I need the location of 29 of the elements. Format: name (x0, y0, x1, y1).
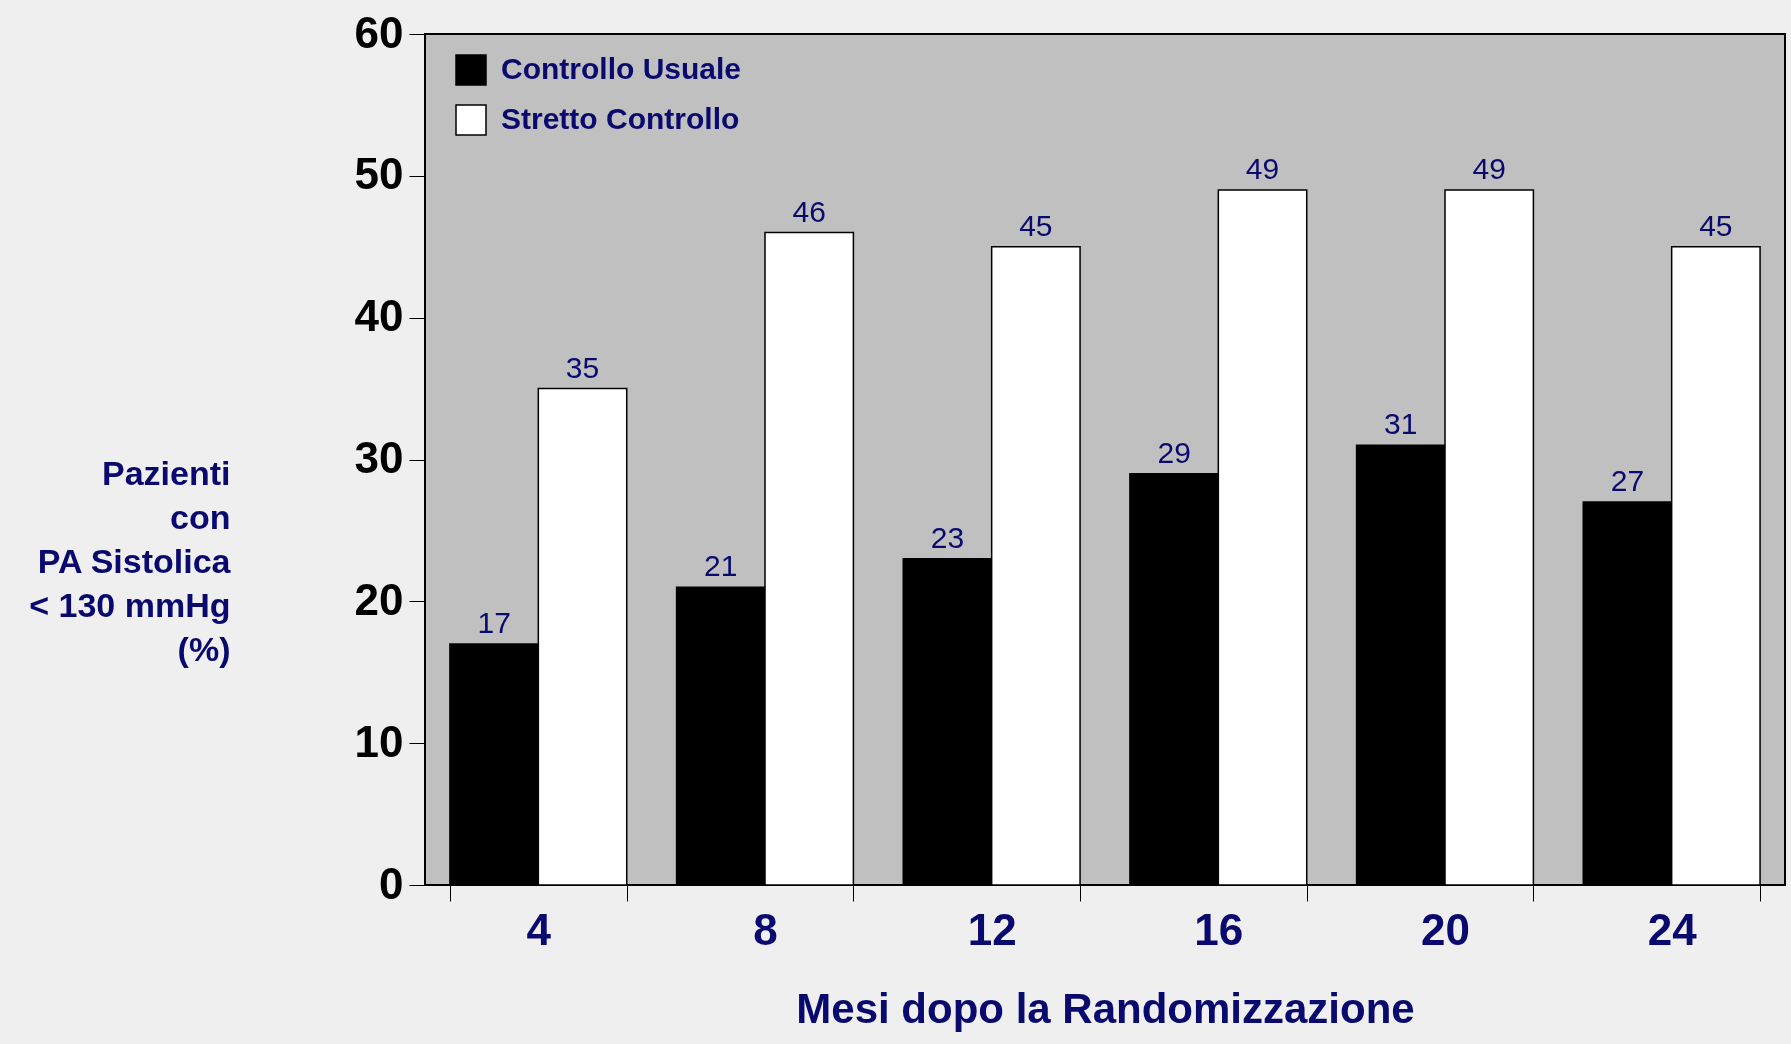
data-label: 31 (1384, 407, 1418, 441)
data-label: 49 (1472, 152, 1506, 186)
data-label: 45 (1699, 208, 1733, 242)
legend-label: Controllo Usuale (501, 52, 742, 85)
x-tick-label: 24 (1647, 904, 1698, 954)
legend-label: Stretto Controllo (501, 102, 740, 135)
data-label: 23 (930, 520, 965, 554)
y-axis-title: Pazienti con PA Sistolica < 130 mmHg (%) (29, 453, 232, 668)
y-tick-label: 30 (354, 433, 404, 482)
x-tick-label: 20 (1421, 904, 1470, 954)
data-label: 29 (1157, 435, 1191, 469)
x-axis-title: Mesi dopo la Randomizzazione (796, 984, 1415, 1032)
y-tick-label: 50 (354, 149, 404, 199)
data-label: 46 (792, 194, 826, 228)
data-label: 21 (704, 549, 738, 583)
y-tick-label: 60 (354, 7, 404, 57)
x-tick-label: 12 (967, 904, 1017, 954)
y-tick-label: 0 (379, 858, 404, 908)
x-tick-label: 8 (753, 904, 778, 954)
data-label: 35 (565, 350, 600, 384)
data-label: 49 (1245, 152, 1280, 186)
y-tick-label: 40 (354, 291, 404, 341)
data-label: 27 (1610, 464, 1645, 498)
y-tick-label: 10 (354, 716, 404, 766)
data-label: 17 (477, 605, 511, 639)
x-tick-label: 4 (526, 904, 552, 954)
y-tick-label: 20 (354, 574, 404, 624)
x-tick-label: 16 (1194, 904, 1244, 954)
data-label: 45 (1019, 208, 1053, 242)
